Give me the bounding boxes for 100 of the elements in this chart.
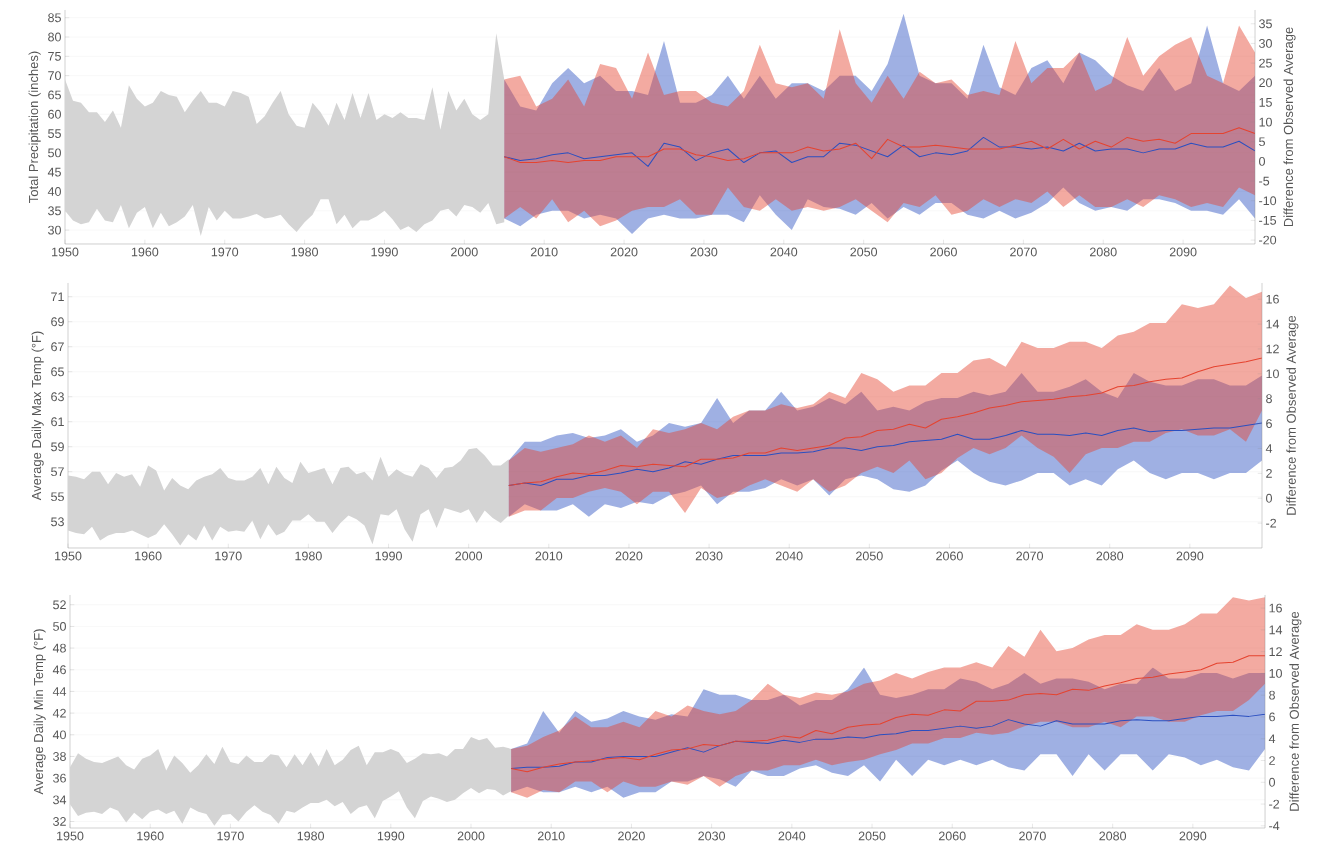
x-tick-label: 1990 (377, 831, 405, 841)
y2-tick-label: 14 (1269, 625, 1283, 635)
x-tick-label: 1960 (131, 247, 159, 257)
x-tick-label: 1980 (291, 247, 319, 257)
y2-tick-label: 20 (1259, 78, 1272, 88)
y-tick-label: 40 (47, 187, 61, 196)
x-tick-label: 2050 (856, 551, 883, 561)
y-tick-label: 32 (53, 817, 66, 826)
y2-tick-label: 6 (1269, 712, 1275, 722)
x-tick-label: 2090 (1176, 551, 1204, 561)
x-tick-label: 2000 (455, 551, 483, 561)
x-tick-label: 2080 (1089, 247, 1117, 257)
x-tick-label: 2030 (695, 551, 723, 561)
y2-tick-label: 6 (1266, 419, 1272, 429)
y2-tick-label: 0 (1259, 156, 1266, 166)
x-tick-label: 1950 (52, 247, 79, 257)
y-tick-label: 44 (52, 687, 67, 696)
y2-tick-label: 4 (1265, 444, 1273, 453)
x-tick-label: 2090 (1179, 831, 1207, 841)
y-tick-label: 57 (51, 467, 64, 477)
x-tick-label: 2040 (778, 831, 806, 841)
y-tick-label: 48 (52, 643, 66, 653)
y2-tick-label: 16 (1269, 603, 1282, 613)
y2-tick-label: -20 (1259, 235, 1277, 245)
x-tick-label: 2030 (698, 831, 726, 841)
y2-tick-label: -4 (1269, 821, 1280, 831)
x-tick-label: 1950 (55, 551, 82, 561)
y-tick-label: 80 (48, 32, 61, 42)
y-axis-title: Average Daily Max Temp (°F) (31, 331, 44, 501)
x-tick-label: 2000 (451, 247, 478, 257)
line-series (510, 655, 1266, 773)
x-tick-label: 1990 (371, 247, 398, 257)
y2-tick-label: 25 (1259, 58, 1272, 68)
y-tick-label: 59 (51, 442, 64, 452)
y2-tick-label: 2 (1266, 468, 1272, 478)
y-tick-label: 85 (48, 13, 61, 23)
x-tick-label: 1990 (375, 551, 402, 561)
y-tick-label: 70 (48, 71, 61, 81)
x-tick-label: 2020 (610, 247, 638, 257)
y2-tick-label: 12 (1266, 344, 1279, 354)
y2-tick-label: 35 (1259, 19, 1272, 29)
y2-tick-label: 0 (1269, 777, 1276, 787)
x-tick-label: 1980 (297, 831, 325, 841)
y2-tick-label: 2 (1269, 756, 1275, 765)
y-tick-label: 45 (47, 167, 61, 177)
y-tick-label: 55 (48, 129, 61, 138)
x-tick-label: 2040 (775, 551, 803, 561)
x-tick-label: 2060 (938, 831, 966, 841)
x-tick-label: 2070 (1010, 247, 1037, 257)
y-tick-label: 35 (48, 206, 61, 216)
y-tick-label: 65 (48, 90, 61, 100)
x-tick-label: 2030 (690, 247, 718, 257)
y-axis-title: Average Daily Min Temp (°F) (33, 629, 46, 795)
y-tick-label: 67 (51, 342, 64, 352)
y2-tick-label: 10 (1269, 668, 1282, 678)
x-tick-label: 1960 (135, 551, 162, 561)
y-tick-label: 34 (53, 795, 67, 805)
y-tick-label: 55 (51, 492, 64, 502)
y2-tick-label: -5 (1259, 176, 1270, 186)
y2-tick-label: 15 (1259, 98, 1272, 107)
y2-tick-label: 0 (1266, 493, 1273, 503)
y2-tick-label: 16 (1266, 294, 1279, 304)
y-tick-label: 38 (53, 752, 66, 761)
y-tick-label: 30 (48, 225, 61, 235)
x-tick-label: 1980 (295, 551, 322, 561)
y-tick-label: 42 (52, 708, 66, 718)
x-tick-label: 2050 (858, 831, 886, 841)
x-tick-label: 2010 (537, 831, 565, 841)
x-tick-label: 2020 (618, 831, 645, 841)
x-tick-label: 2020 (615, 551, 643, 561)
x-tick-label: 2060 (936, 551, 963, 561)
y2-tick-label: 10 (1259, 117, 1272, 127)
y2-tick-label: 8 (1269, 690, 1275, 700)
y-tick-label: 50 (53, 622, 66, 631)
y2-axis-title: Difference from Observed Average (1283, 27, 1296, 227)
y-tick-label: 69 (51, 317, 64, 327)
y-tick-label: 40 (52, 730, 66, 740)
y2-tick-label: -15 (1259, 216, 1277, 225)
y-tick-label: 50 (48, 148, 61, 158)
y2-tick-label: -10 (1259, 196, 1277, 206)
x-tick-label: 1970 (217, 831, 244, 841)
x-tick-label: 2040 (770, 247, 798, 257)
y-tick-label: 65 (51, 367, 64, 377)
y2-tick-label: -2 (1266, 518, 1277, 528)
x-tick-label: 1960 (137, 831, 164, 841)
x-tick-label: 2070 (1016, 551, 1044, 561)
x-tick-label: 2070 (1019, 831, 1046, 841)
y-axis-title: Total Precipitation (inches) (28, 51, 41, 203)
y-tick-label: 61 (51, 417, 64, 427)
y-tick-label: 53 (51, 517, 64, 527)
y2-tick-label: 5 (1259, 137, 1265, 147)
x-tick-label: 2060 (930, 247, 957, 257)
y-tick-label: 52 (53, 600, 66, 610)
y-tick-label: 36 (53, 773, 66, 783)
y2-tick-label: 30 (1259, 39, 1272, 48)
x-tick-label: 2050 (850, 247, 878, 257)
x-tick-label: 2010 (535, 551, 563, 561)
y2-tick-label: 10 (1266, 369, 1279, 379)
y2-tick-label: 12 (1269, 647, 1282, 656)
y-tick-label: 71 (51, 292, 64, 302)
